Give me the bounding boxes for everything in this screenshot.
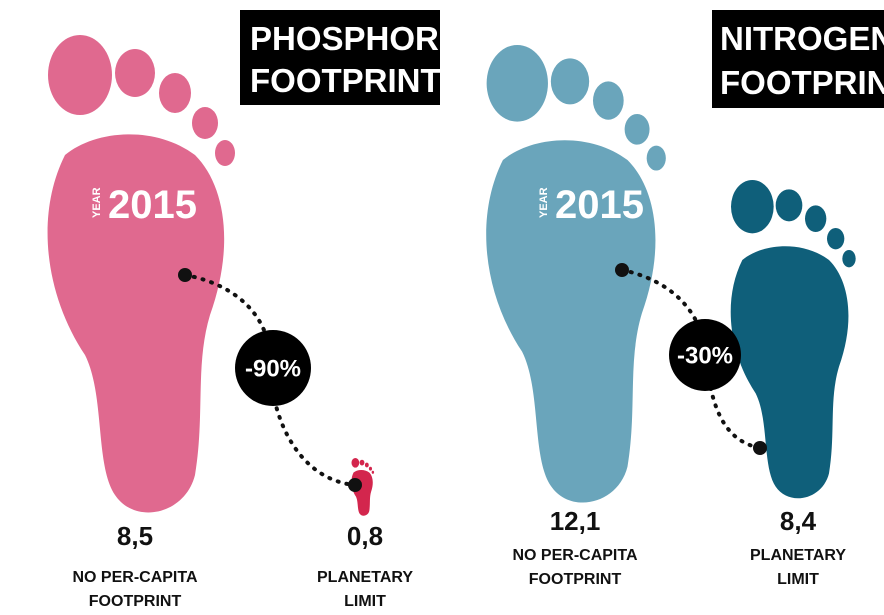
connector-dot <box>178 268 192 282</box>
title-line: NITROGEN <box>720 20 884 57</box>
current-label: NO PER-CAPITA <box>72 569 197 586</box>
current-label: NO PER-CAPITA <box>512 547 637 564</box>
connector-dot <box>348 478 362 492</box>
nitrogen-panel: NITROGEN FOOTPRINT YEAR 2015 -30% 12,1 N… <box>486 10 884 588</box>
limit-value: 0,8 <box>347 521 383 551</box>
year-label: YEAR <box>538 187 550 218</box>
limit-label: PLANETARY <box>317 569 413 586</box>
limit-label: LIMIT <box>344 593 386 610</box>
connector-dot <box>615 263 629 277</box>
title-line: PHOSPHORUS <box>250 20 485 57</box>
year: 2015 <box>555 183 644 227</box>
year: 2015 <box>108 183 197 227</box>
phosphorus-panel: PHOSPHORUS FOOTPRINT YEAR 2015 -90% 8,5 … <box>48 10 485 610</box>
current-value: 12,1 <box>550 506 601 536</box>
current-label: FOOTPRINT <box>529 571 622 588</box>
current-foot <box>48 35 235 512</box>
title-line: FOOTPRINT <box>720 64 884 101</box>
title-line: FOOTPRINT <box>250 62 441 99</box>
year-label: YEAR <box>91 187 103 218</box>
limit-label: PLANETARY <box>750 547 846 564</box>
limit-value: 8,4 <box>780 506 817 536</box>
current-value: 8,5 <box>117 521 153 551</box>
change: -30% <box>677 342 733 369</box>
limit-foot <box>731 180 856 498</box>
connector-dot <box>753 441 767 455</box>
current-label: FOOTPRINT <box>89 593 182 610</box>
infographic: PHOSPHORUS FOOTPRINT YEAR 2015 -90% 8,5 … <box>0 0 884 615</box>
change: -90% <box>245 355 301 382</box>
limit-label: LIMIT <box>777 571 819 588</box>
